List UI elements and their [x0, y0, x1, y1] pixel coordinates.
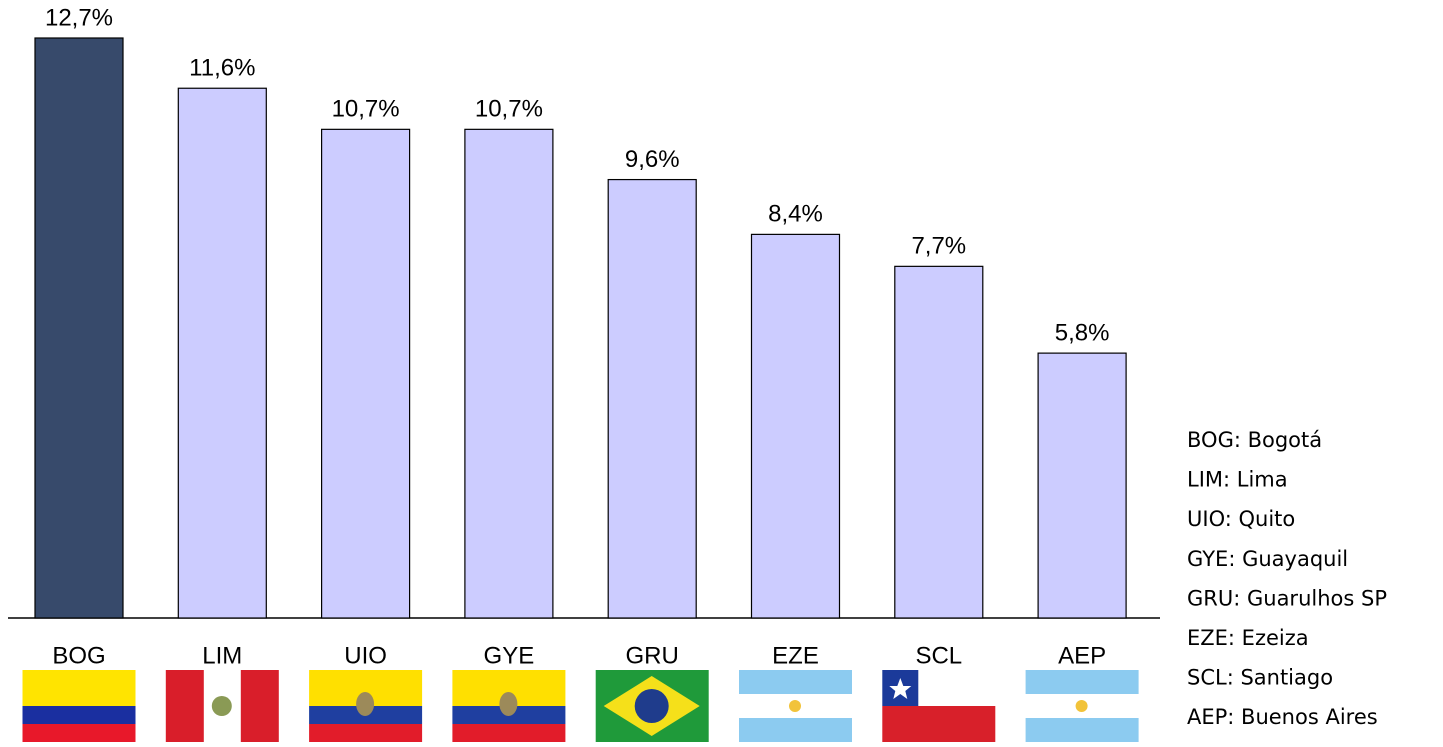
flag-part	[889, 678, 912, 699]
value-label: 10,7%	[332, 96, 400, 123]
flag	[22, 670, 136, 742]
x-tick-label: UIO	[344, 642, 387, 669]
bar	[894, 265, 984, 619]
annotation: BOG: Bogotá	[1187, 428, 1322, 452]
flag	[452, 670, 566, 742]
flag-part	[22, 670, 136, 706]
bar	[1037, 352, 1127, 619]
flag-part	[1075, 700, 1088, 712]
flag	[1025, 670, 1139, 742]
value-label: 12,7%	[45, 4, 113, 31]
flag-part	[499, 692, 518, 716]
flag-part	[1025, 718, 1139, 742]
x-tick-label: EZE	[772, 642, 819, 669]
flag-part	[739, 670, 852, 694]
bar	[177, 87, 267, 619]
flag	[882, 670, 996, 742]
flag-part	[882, 706, 996, 742]
flag-part	[789, 700, 801, 712]
bar	[464, 128, 554, 619]
value-label: 10,7%	[475, 96, 543, 123]
x-tick-label: SCL	[915, 642, 962, 669]
flag	[165, 670, 279, 742]
flag-part	[22, 706, 136, 724]
flag-part	[452, 724, 566, 742]
x-tick-label: GRU	[626, 642, 679, 669]
x-tick-label: AEP	[1058, 642, 1106, 669]
annotation: UIO: Quito	[1187, 507, 1295, 531]
x-tick-label: BOG	[52, 642, 105, 669]
annotation: EZE: Ezeiza	[1187, 626, 1309, 650]
x-tick-label: GYE	[484, 642, 535, 669]
value-label: 5,8%	[1055, 319, 1110, 346]
bar	[34, 37, 124, 619]
flag-part	[1025, 670, 1139, 694]
value-label: 7,7%	[911, 233, 966, 260]
value-label: 8,4%	[768, 201, 823, 228]
bar	[321, 128, 411, 619]
annotation: AEP: Buenos Aires	[1187, 705, 1378, 729]
value-label: 9,6%	[625, 146, 680, 173]
flag-part	[739, 718, 852, 742]
flag-part	[22, 724, 136, 742]
flag-part	[634, 689, 669, 723]
flag-part	[309, 724, 423, 742]
annotation: GYE: Guayaquil	[1187, 547, 1348, 571]
annotation: LIM: Lima	[1187, 468, 1288, 492]
flag	[309, 670, 423, 742]
flag-part	[211, 696, 232, 716]
value-label: 11,6%	[189, 55, 255, 82]
bar	[750, 233, 841, 619]
x-tick-label: LIM	[202, 642, 242, 669]
flag	[595, 670, 709, 742]
flag-part	[356, 692, 375, 716]
annotation: GRU: Guarulhos SP	[1187, 586, 1387, 610]
bar	[607, 178, 697, 619]
flag	[739, 670, 852, 742]
annotation: SCL: Santiago	[1187, 666, 1333, 690]
